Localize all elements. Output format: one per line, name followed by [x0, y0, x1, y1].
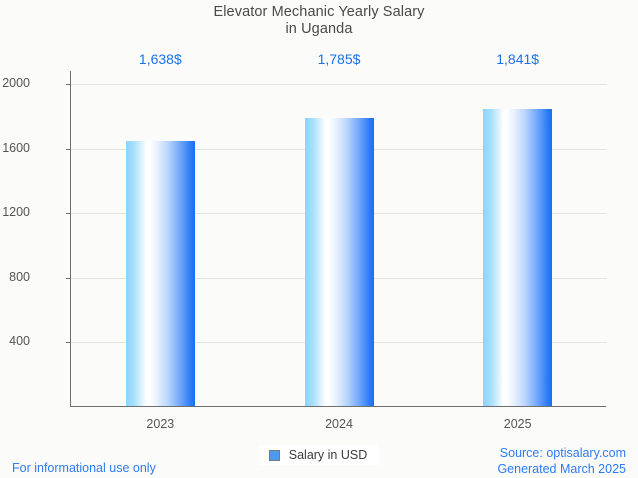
x-axis-tick-label-2023: 2023	[146, 417, 175, 431]
footer-generated: Generated March 2025	[497, 462, 626, 476]
y-axis-tick-label: 800	[9, 269, 30, 284]
y-axis-tick-mark	[66, 148, 71, 150]
y-axis-tick-mark	[66, 277, 71, 279]
footer-disclaimer: For informational use only	[12, 461, 156, 475]
y-axis-tick-label: 1600	[2, 140, 30, 155]
bar-value-label-2023: 1,638$	[138, 51, 182, 67]
bar-2023[interactable]	[125, 141, 195, 406]
legend-swatch-icon	[268, 449, 280, 461]
chart-title-line-2: in Uganda	[285, 21, 353, 37]
chart-title-line-1: Elevator Mechanic Yearly Salary	[213, 4, 425, 20]
plot-area: 400 800 1200 1600 2000 1,638$ 2023 1,785$ 2024 1,…	[2, 51, 607, 431]
bar-value-label-2024: 1,785$	[317, 51, 361, 67]
y-axis-tick-mark	[66, 83, 71, 85]
chart-legend: Salary in USD	[0, 445, 638, 465]
y-axis-tick-mark	[66, 342, 71, 344]
x-axis-tick-label-2025: 2025	[503, 417, 532, 431]
y-axis-tick-mark	[66, 213, 71, 215]
y-axis-tick-label: 1200	[2, 205, 30, 220]
y-axis-tick-label: 400	[9, 334, 30, 349]
legend-item-salary[interactable]: Salary in USD	[258, 445, 380, 465]
bar-value-label-2025: 1,841$	[496, 51, 540, 67]
gridline	[71, 83, 607, 85]
bar-2024[interactable]	[304, 117, 374, 406]
footer-attribution: Source: optisalary.com Generated March 2…	[497, 445, 626, 477]
x-axis-tick-label-2024: 2024	[325, 417, 353, 431]
legend-item-label: Salary in USD	[288, 448, 368, 462]
bar-2025[interactable]	[483, 108, 553, 406]
chart-title: Elevator Mechanic Yearly Salary in Ugand…	[0, 4, 638, 38]
y-axis-tick-label: 2000	[2, 75, 30, 90]
footer-source: Source: optisalary.com	[499, 446, 626, 460]
